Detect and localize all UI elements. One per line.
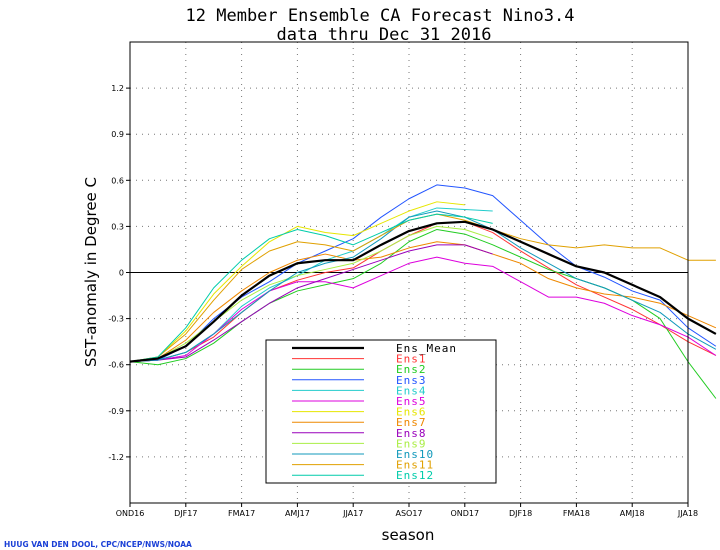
series-line (129, 213, 493, 363)
credit-text: HUUG VAN DEN DOOL, CPC/NCEP/NWS/NOAA (4, 540, 192, 549)
x-axis-ticks: OND16 DJF17 FMA17 AMJ17 JJA17 ASO17 OND17 DJF18… (116, 503, 698, 518)
legend-label: Ens7 (396, 416, 427, 429)
y-axis-label: SST-anomaly in Degree C (82, 177, 100, 367)
y-tick-label: 0.6 (111, 176, 124, 185)
y-tick-label: 0.9 (111, 130, 124, 139)
series-line (129, 184, 717, 363)
legend-label: Ens10 (396, 448, 434, 461)
legend-label: Ens12 (396, 469, 434, 482)
x-tick-label: OND16 (116, 509, 145, 518)
x-tick-label: DJF18 (509, 509, 532, 518)
legend-label: Ens5 (396, 395, 427, 408)
x-tick-label: OND17 (450, 509, 479, 518)
series-line (129, 225, 493, 363)
legend-label: Ens1 (396, 353, 427, 366)
legend-label: Ens8 (396, 427, 427, 440)
legend: Ens_MeanEns1Ens2Ens3Ens4Ens5Ens6Ens7Ens8… (265, 339, 497, 484)
x-tick-label: JJA18 (677, 509, 698, 518)
legend-label: Ens_Mean (396, 342, 457, 355)
series-line (129, 256, 717, 363)
y-tick-label: 0.3 (111, 222, 124, 231)
x-tick-label: DJF17 (174, 509, 197, 518)
series-line (129, 210, 717, 363)
x-tick-label: ASO17 (395, 509, 422, 518)
chart-title: 12 Member Ensemble CA Forecast Nino3.4 (186, 6, 575, 26)
series-line (129, 221, 717, 363)
y-tick-label: -1.2 (108, 453, 124, 462)
x-tick-label: FMA17 (228, 509, 255, 518)
chart-subtitle: data thru Dec 31 2016 (277, 25, 492, 45)
x-tick-label: AMJ17 (285, 509, 310, 518)
y-tick-label: 0 (119, 269, 124, 278)
series-line (129, 244, 493, 363)
series-line (129, 207, 493, 363)
x-axis-label: season (382, 526, 435, 544)
series-line (129, 201, 465, 363)
legend-label: Ens3 (396, 374, 427, 387)
x-tick-label: JJA17 (342, 509, 363, 518)
legend-label: Ens6 (396, 406, 427, 419)
x-tick-label: FMA18 (563, 509, 590, 518)
x-tick-label: AMJ18 (620, 509, 645, 518)
legend-label: Ens2 (396, 363, 427, 376)
y-tick-label: -0.6 (108, 361, 124, 370)
legend-label: Ens9 (396, 437, 427, 450)
series-line (129, 220, 717, 363)
series-lines (129, 184, 717, 399)
legend-label: Ens4 (396, 384, 427, 397)
y-tick-label: -0.3 (108, 315, 124, 324)
y-tick-label: -0.9 (108, 407, 124, 416)
y-tick-label: 1.2 (111, 84, 124, 93)
legend-label: Ens11 (396, 459, 434, 472)
series-line (129, 241, 717, 363)
y-axis-ticks: -1.2 -0.9 -0.6 -0.3 0 0.3 0.6 0.9 1.2 (108, 84, 130, 462)
